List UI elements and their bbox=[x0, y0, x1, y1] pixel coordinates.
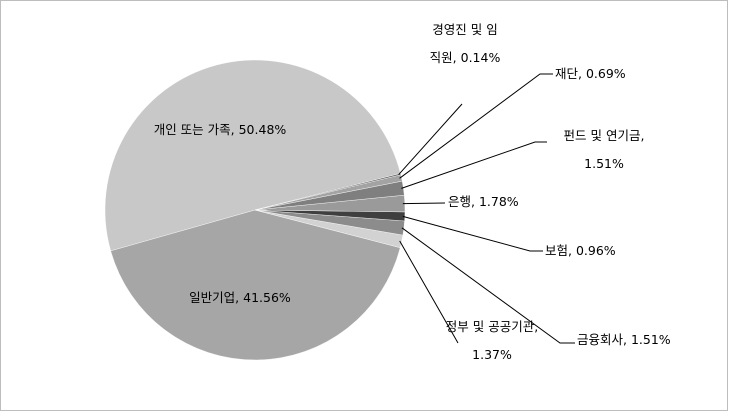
data-label: 펀드 및 연기금, 1.51% bbox=[545, 122, 663, 178]
value-label: 50.48% bbox=[238, 122, 287, 137]
pie-slice bbox=[110, 209, 401, 361]
category-label: 펀드 및 연기금, bbox=[563, 128, 645, 143]
value-label: 1.37% bbox=[472, 347, 512, 362]
value-label: 0.14% bbox=[460, 50, 501, 65]
value-label: 1.78% bbox=[478, 194, 519, 209]
data-label: 정부 및 공공기관, 1.37% bbox=[432, 313, 552, 369]
leader-line bbox=[402, 215, 543, 252]
data-label: 보험, 0.96% bbox=[545, 237, 616, 265]
data-label: 금융회사, 1.51% bbox=[577, 326, 671, 354]
data-label: 재단, 0.69% bbox=[555, 60, 626, 88]
leader-line bbox=[399, 240, 459, 344]
data-label: 개인 또는 가족, 50.48% bbox=[150, 116, 290, 144]
data-label: 일반기업, 41.56% bbox=[140, 284, 340, 312]
category-label: 재단, bbox=[555, 66, 582, 81]
category-label: 금융회사, bbox=[577, 332, 627, 347]
category-label: 일반기업, bbox=[189, 290, 240, 305]
value-label: 0.69% bbox=[585, 66, 626, 81]
category-label: 경영진 및 임직원, bbox=[429, 22, 498, 65]
value-label: 1.51% bbox=[630, 332, 671, 347]
category-label: 은행, bbox=[448, 194, 475, 209]
category-label: 정부 및 공공기관, bbox=[445, 319, 539, 334]
data-label: 은행, 1.78% bbox=[448, 188, 519, 216]
leader-line bbox=[401, 141, 547, 189]
value-label: 41.56% bbox=[243, 290, 291, 305]
leader-line bbox=[402, 202, 446, 205]
pie-slice bbox=[254, 173, 402, 211]
leader-line bbox=[398, 103, 463, 175]
data-label: 경영진 및 임직원, 0.14% bbox=[428, 16, 502, 72]
category-label: 보험, bbox=[545, 243, 572, 258]
value-label: 0.96% bbox=[575, 243, 616, 258]
leader-line bbox=[401, 227, 575, 344]
category-label: 개인 또는 가족, bbox=[153, 122, 235, 137]
leader-line bbox=[399, 73, 553, 179]
pie-slice bbox=[104, 59, 401, 252]
value-label: 1.51% bbox=[584, 156, 624, 171]
